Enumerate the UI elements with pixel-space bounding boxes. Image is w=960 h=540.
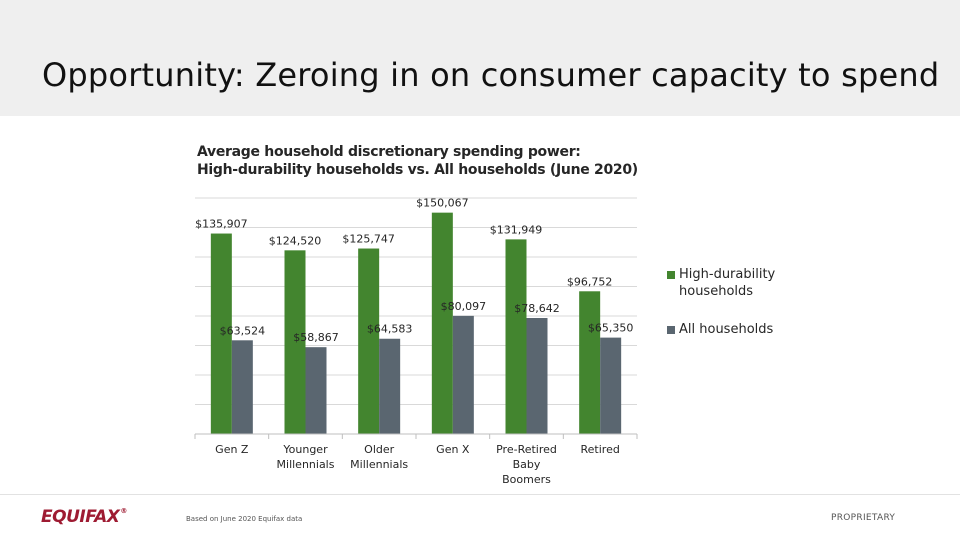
footer-divider: [0, 494, 960, 495]
gridlines: [195, 197, 637, 405]
legend-item-all-households: All households: [667, 321, 799, 338]
x-tick-label: Retired: [581, 443, 620, 456]
legend-swatch-all-households: [667, 326, 675, 334]
data-label-high-durability: $125,747: [342, 233, 395, 246]
x-tick-label: Older Millennials: [350, 443, 408, 471]
data-label-high-durability: $150,067: [416, 197, 469, 210]
source-note: Based on June 2020 Equifax data: [186, 515, 303, 523]
bar-high-durability: [579, 291, 601, 434]
x-tick-label: Gen X: [436, 443, 470, 456]
x-tick-label-line: Gen Z: [215, 443, 249, 456]
data-label-all-households: $63,524: [220, 324, 266, 337]
chart-title: Average household discretionary spending…: [197, 143, 638, 179]
data-label-all-households: $78,642: [514, 302, 560, 315]
x-tick-label-line: Pre-Retired: [496, 443, 557, 456]
bars: [210, 212, 622, 434]
legend-label-all-households: All households: [679, 322, 774, 337]
data-label-all-households: $80,097: [441, 300, 487, 313]
legend-item-high-durability: High-durability households: [667, 266, 799, 300]
proprietary-label: PROPRIETARY: [831, 513, 896, 523]
bar-all-households: [452, 315, 474, 434]
bar-all-households: [526, 318, 548, 434]
data-label-high-durability: $131,949: [490, 223, 543, 236]
x-tick-label-line: Younger: [282, 443, 328, 456]
x-tick-label-line: Retired: [581, 443, 620, 456]
data-labels: $135,907 $63,524 $124,520 $58,867 $125,747 $6…: [195, 197, 633, 345]
x-tick-label-line: Boomers: [502, 473, 551, 486]
bar-high-durability: [210, 233, 232, 434]
bar-all-households: [231, 340, 253, 434]
x-tick-label: Gen Z: [215, 443, 249, 456]
legend-label-line: High-durability: [679, 267, 776, 282]
x-tick-label-line: Older: [364, 443, 394, 456]
legend-label-line: households: [679, 284, 754, 299]
bar-high-durability: [284, 250, 306, 434]
data-label-all-households: $65,350: [588, 322, 634, 335]
data-label-all-households: $58,867: [293, 331, 339, 344]
data-label-high-durability: $96,752: [567, 275, 613, 288]
logo-registered-mark: ®: [120, 507, 127, 515]
x-tick-label-line: Millennials: [277, 458, 335, 471]
chart-title-line-1: Average household discretionary spending…: [197, 144, 581, 160]
x-tick-label-line: Baby: [513, 458, 541, 471]
data-label-high-durability: $135,907: [195, 218, 248, 231]
x-tick-label-line: Millennials: [350, 458, 408, 471]
x-tick-label-line: Gen X: [436, 443, 470, 456]
data-label-all-households: $64,583: [367, 323, 413, 336]
slide-title: Opportunity: Zeroing in on consumer capa…: [42, 56, 940, 94]
bar-all-households: [379, 338, 401, 434]
equifax-logo: EQUIFAX®: [41, 507, 127, 527]
bar-all-households: [305, 347, 327, 434]
bar-high-durability: [431, 212, 453, 434]
bar-high-durability: [358, 248, 380, 434]
bar-high-durability: [505, 239, 527, 434]
data-label-high-durability: $124,520: [269, 234, 322, 247]
chart-title-line-2: High-durability households vs. All house…: [197, 162, 638, 178]
legend-swatch-high-durability: [667, 271, 675, 279]
x-tick-label: Younger Millennials: [277, 443, 335, 471]
bar-all-households: [600, 337, 622, 434]
logo-text: EQUIFAX: [41, 507, 120, 527]
x-tick-label: Pre-Retired Baby Boomers: [496, 443, 557, 486]
legend-label-high-durability: High-durability households: [679, 266, 799, 300]
x-axis: Gen Z Younger Millennials Older Millennials G…: [194, 433, 638, 486]
title-band: [0, 0, 960, 116]
